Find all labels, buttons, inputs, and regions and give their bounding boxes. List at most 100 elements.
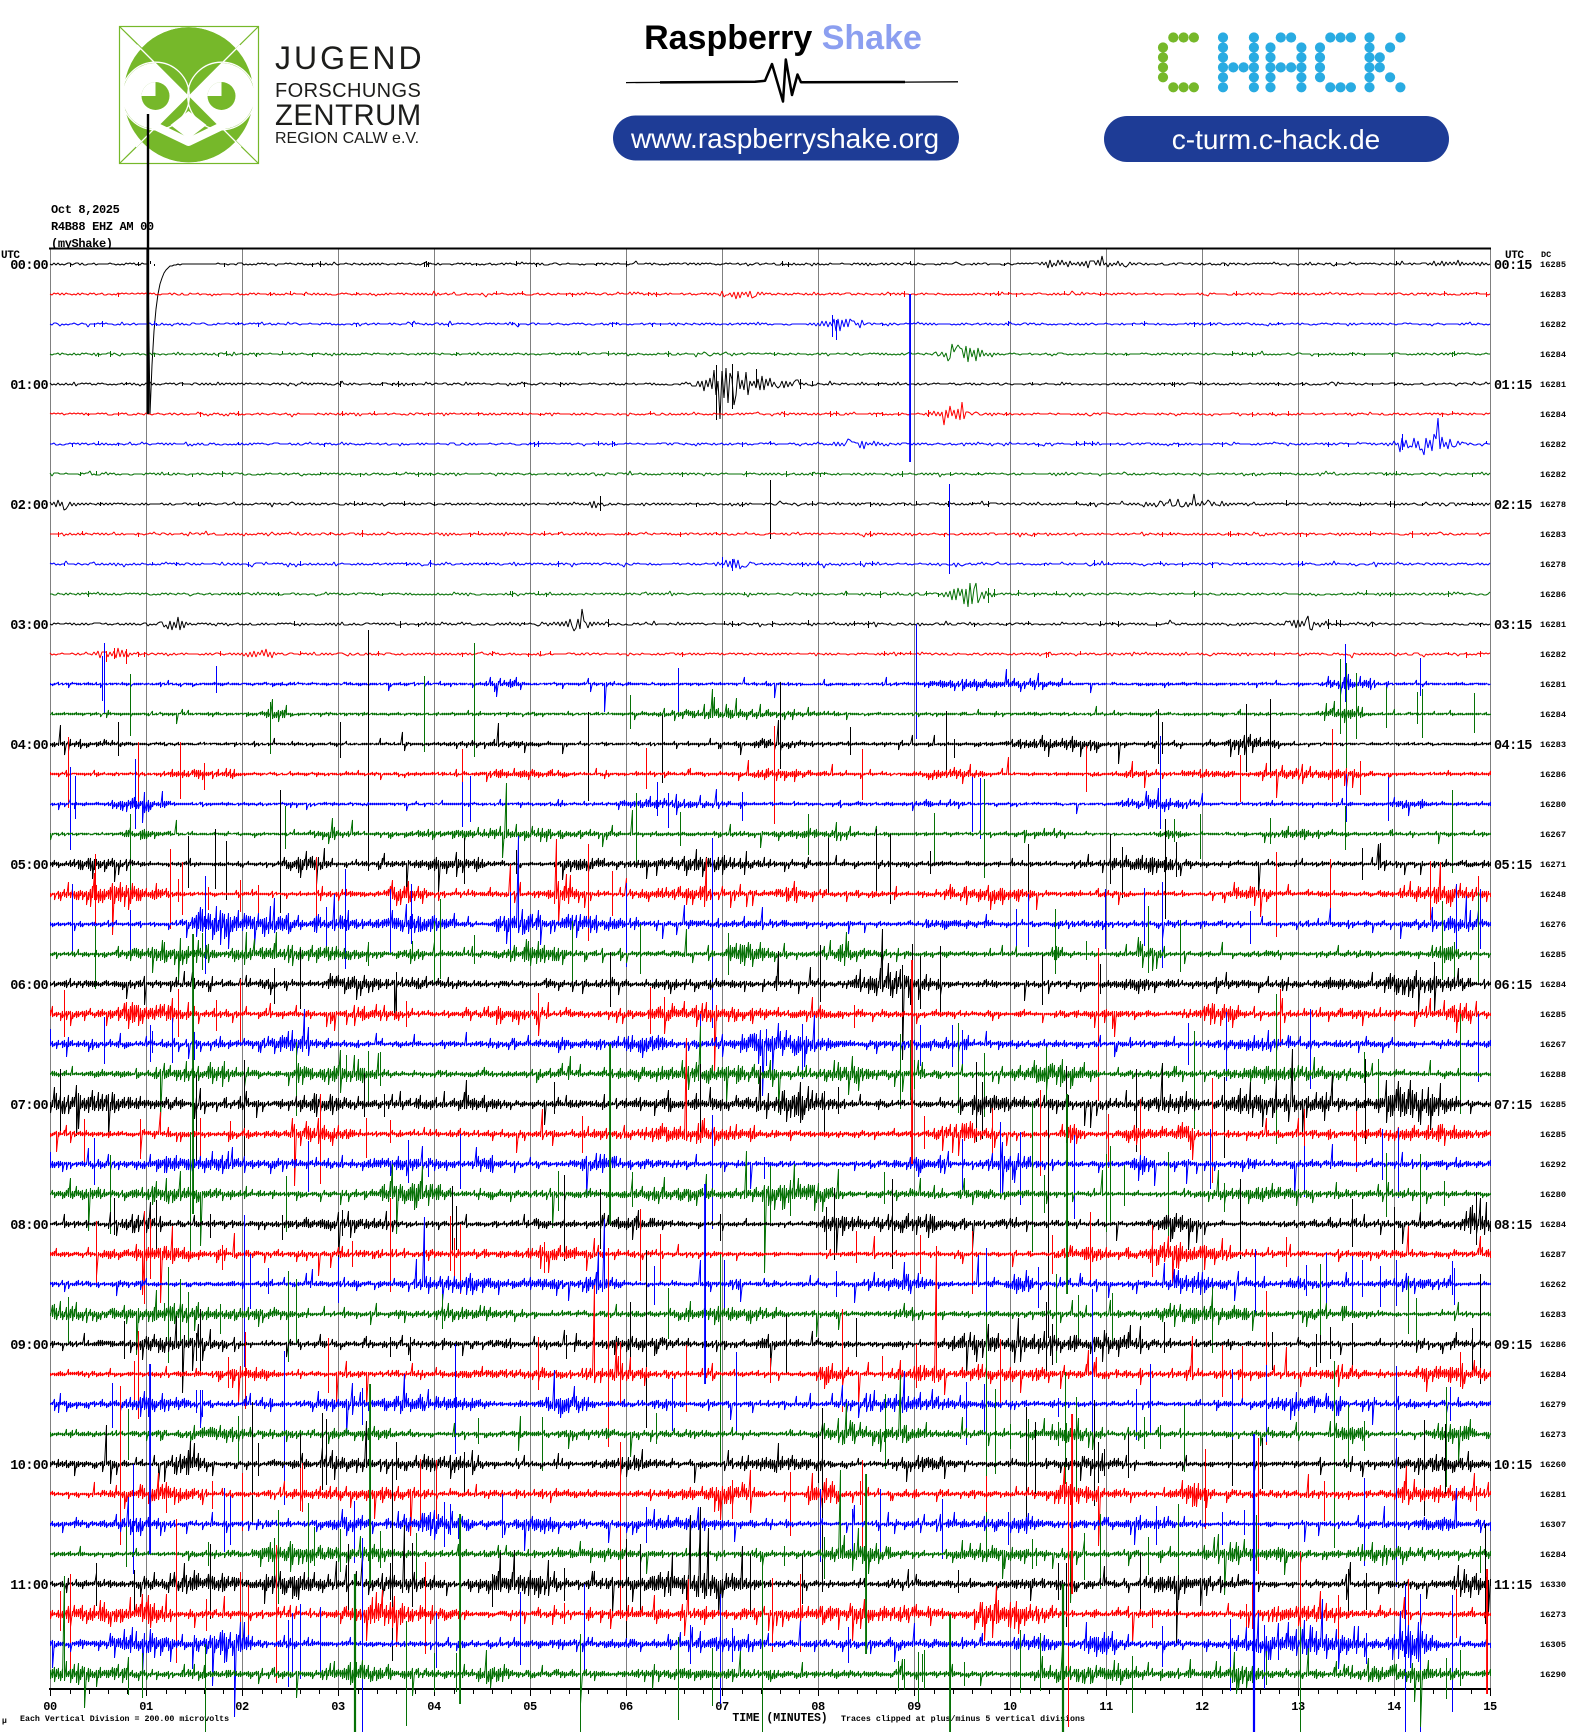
svg-text:09: 09 xyxy=(907,1700,921,1714)
svg-text:UTC: UTC xyxy=(1,250,20,262)
svg-text:16284: 16284 xyxy=(1540,1550,1566,1560)
svg-text:16281: 16281 xyxy=(1540,1490,1566,1500)
svg-text:16282: 16282 xyxy=(1540,650,1566,660)
svg-text:16283: 16283 xyxy=(1540,740,1566,750)
svg-text:16278: 16278 xyxy=(1540,500,1566,510)
svg-text:16285: 16285 xyxy=(1540,1010,1566,1020)
svg-text:16292: 16292 xyxy=(1540,1160,1566,1170)
svg-text:16281: 16281 xyxy=(1540,680,1566,690)
svg-text:JUGEND: JUGEND xyxy=(275,40,425,76)
svg-text:05:00: 05:00 xyxy=(10,859,48,874)
svg-text:R4B88 EHZ AM 00: R4B88 EHZ AM 00 xyxy=(51,220,154,234)
svg-text:Oct 8,2025: Oct 8,2025 xyxy=(51,203,120,217)
svg-text:11:00: 11:00 xyxy=(10,1579,48,1594)
svg-text:08:15: 08:15 xyxy=(1494,1219,1532,1234)
svg-text:06:15: 06:15 xyxy=(1494,979,1532,994)
svg-text:16281: 16281 xyxy=(1540,380,1566,390)
svg-text:16271: 16271 xyxy=(1540,860,1566,870)
svg-text:11: 11 xyxy=(1099,1700,1113,1714)
svg-text:16278: 16278 xyxy=(1540,560,1566,570)
svg-text:16281: 16281 xyxy=(1540,620,1566,630)
svg-text:REGION CALW e.V.: REGION CALW e.V. xyxy=(275,130,419,147)
svg-text:Raspberry Shake: Raspberry Shake xyxy=(644,19,922,57)
svg-text:Traces clipped at plus/minus 5: Traces clipped at plus/minus 5 vertical … xyxy=(841,1714,1085,1724)
svg-text:FORSCHUNGS: FORSCHUNGS xyxy=(275,80,421,102)
svg-text:08:00: 08:00 xyxy=(10,1219,48,1234)
svg-text:01:00: 01:00 xyxy=(10,379,48,394)
svg-text:16285: 16285 xyxy=(1540,1100,1566,1110)
svg-text:14: 14 xyxy=(1387,1700,1401,1714)
svg-text:04:00: 04:00 xyxy=(10,739,48,754)
svg-text:μ: μ xyxy=(2,1717,7,1726)
svg-text:10: 10 xyxy=(1003,1700,1017,1714)
svg-text:TIME (MINUTES): TIME (MINUTES) xyxy=(732,1712,827,1725)
svg-text:16285: 16285 xyxy=(1540,260,1566,270)
svg-text:16285: 16285 xyxy=(1540,1130,1566,1140)
svg-text:05: 05 xyxy=(523,1700,537,1714)
svg-text:16267: 16267 xyxy=(1540,1040,1566,1050)
svg-text:16307: 16307 xyxy=(1540,1520,1566,1530)
svg-text:15: 15 xyxy=(1483,1700,1497,1714)
svg-text:16285: 16285 xyxy=(1540,950,1566,960)
svg-text:09:15: 09:15 xyxy=(1494,1339,1532,1354)
svg-text:01: 01 xyxy=(139,1700,153,1714)
svg-text:16305: 16305 xyxy=(1540,1640,1566,1650)
svg-text:03:15: 03:15 xyxy=(1494,619,1532,634)
svg-text:16288: 16288 xyxy=(1540,1070,1566,1080)
svg-text:16284: 16284 xyxy=(1540,350,1566,360)
svg-text:ZENTRUM: ZENTRUM xyxy=(275,99,422,132)
svg-text:16284: 16284 xyxy=(1540,410,1566,420)
svg-text:16330: 16330 xyxy=(1540,1580,1566,1590)
svg-text:16280: 16280 xyxy=(1540,800,1566,810)
svg-text:www.raspberryshake.org: www.raspberryshake.org xyxy=(630,123,939,154)
svg-text:Each Vertical Division = 200.: Each Vertical Division = 200.00 microvol… xyxy=(20,1714,229,1724)
svg-text:06:00: 06:00 xyxy=(10,979,48,994)
svg-text:16282: 16282 xyxy=(1540,440,1566,450)
svg-text:16284: 16284 xyxy=(1540,980,1566,990)
svg-text:16280: 16280 xyxy=(1540,1190,1566,1200)
svg-text:02:15: 02:15 xyxy=(1494,499,1532,514)
svg-text:08: 08 xyxy=(811,1700,825,1714)
svg-text:03: 03 xyxy=(331,1700,345,1714)
svg-text:DC: DC xyxy=(1541,250,1551,260)
svg-text:01:15: 01:15 xyxy=(1494,379,1532,394)
svg-text:16286: 16286 xyxy=(1540,770,1566,780)
svg-text:16248: 16248 xyxy=(1540,890,1566,900)
svg-text:02:00: 02:00 xyxy=(10,499,48,514)
svg-text:06: 06 xyxy=(619,1700,633,1714)
svg-text:16276: 16276 xyxy=(1540,920,1566,930)
svg-text:05:15: 05:15 xyxy=(1494,859,1532,874)
svg-text:10:15: 10:15 xyxy=(1494,1459,1532,1474)
svg-text:16283: 16283 xyxy=(1540,1310,1566,1320)
svg-text:16262: 16262 xyxy=(1540,1280,1566,1290)
svg-text:07:15: 07:15 xyxy=(1494,1099,1532,1114)
svg-text:16282: 16282 xyxy=(1540,470,1566,480)
svg-text:16283: 16283 xyxy=(1540,290,1566,300)
svg-text:16284: 16284 xyxy=(1540,1370,1566,1380)
svg-text:09:00: 09:00 xyxy=(10,1339,48,1354)
svg-text:04:15: 04:15 xyxy=(1494,739,1532,754)
svg-text:16287: 16287 xyxy=(1540,1250,1566,1260)
svg-text:16284: 16284 xyxy=(1540,1220,1566,1230)
svg-text:16260: 16260 xyxy=(1540,1460,1566,1470)
svg-text:UTC: UTC xyxy=(1505,250,1524,262)
svg-text:00:15: 00:15 xyxy=(1494,259,1532,274)
svg-text:11:15: 11:15 xyxy=(1494,1579,1532,1594)
svg-text:07: 07 xyxy=(715,1700,729,1714)
svg-text:16273: 16273 xyxy=(1540,1610,1566,1620)
svg-text:16284: 16284 xyxy=(1540,710,1566,720)
svg-text:04: 04 xyxy=(427,1700,441,1714)
svg-text:16273: 16273 xyxy=(1540,1430,1566,1440)
svg-text:03:00: 03:00 xyxy=(10,619,48,634)
svg-text:12: 12 xyxy=(1195,1700,1209,1714)
svg-text:13: 13 xyxy=(1291,1700,1305,1714)
svg-text:07:00: 07:00 xyxy=(10,1099,48,1114)
svg-text:16286: 16286 xyxy=(1540,1340,1566,1350)
svg-text:c-turm.c-hack.de: c-turm.c-hack.de xyxy=(1172,124,1381,155)
svg-text:16282: 16282 xyxy=(1540,320,1566,330)
svg-text:02: 02 xyxy=(235,1700,249,1714)
svg-text:16286: 16286 xyxy=(1540,590,1566,600)
svg-text:16279: 16279 xyxy=(1540,1400,1566,1410)
svg-text:00:00: 00:00 xyxy=(10,259,48,274)
svg-text:16283: 16283 xyxy=(1540,530,1566,540)
